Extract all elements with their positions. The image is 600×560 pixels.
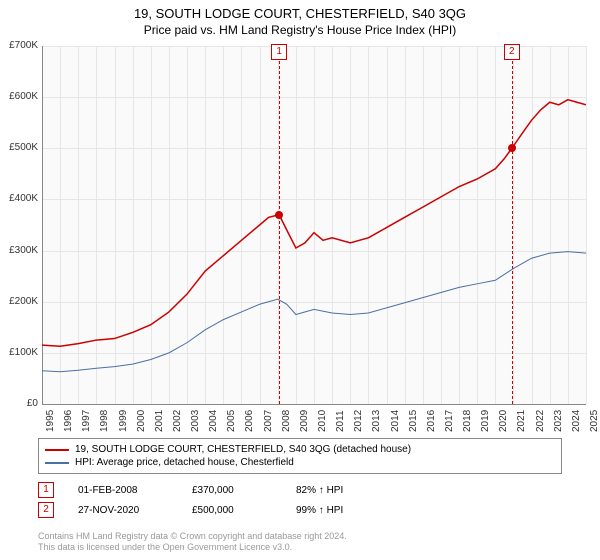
x-tick-label: 2021 (516, 410, 527, 432)
x-tick-label: 2022 (535, 410, 546, 432)
x-tick-label: 2020 (498, 410, 509, 432)
legend-swatch-hpi (45, 462, 69, 464)
series-svg (42, 46, 586, 404)
x-tick-label: 1996 (63, 410, 74, 432)
x-tick-label: 2017 (444, 410, 455, 432)
legend-label-property: 19, SOUTH LODGE COURT, CHESTERFIELD, S40… (75, 444, 411, 455)
sale-hpi-2: 99% ↑ HPI (296, 505, 376, 516)
sale-price-1: £370,000 (192, 485, 272, 496)
sale-price-2: £500,000 (192, 505, 272, 516)
sale-marker-2: 2 (38, 502, 54, 518)
x-tick-label: 2005 (226, 410, 237, 432)
x-tick-label: 1997 (81, 410, 92, 432)
sales-table: 1 01-FEB-2008 £370,000 82% ↑ HPI 2 27-NO… (38, 480, 376, 520)
sale-date-1: 01-FEB-2008 (78, 485, 168, 496)
chart-container: 19, SOUTH LODGE COURT, CHESTERFIELD, S40… (0, 0, 600, 560)
x-tick-label: 2014 (390, 410, 401, 432)
chart-title: 19, SOUTH LODGE COURT, CHESTERFIELD, S40… (0, 0, 600, 21)
y-tick-label: £700K (0, 40, 38, 51)
x-tick-label: 2009 (299, 410, 310, 432)
sale-marker-1: 1 (38, 482, 54, 498)
x-tick-label: 2008 (281, 410, 292, 432)
x-tick-label: 2010 (317, 410, 328, 432)
legend-box: 19, SOUTH LODGE COURT, CHESTERFIELD, S40… (38, 438, 562, 474)
sales-row-1: 1 01-FEB-2008 £370,000 82% ↑ HPI (38, 480, 376, 500)
y-tick-label: £100K (0, 347, 38, 358)
x-tick-label: 2016 (426, 410, 437, 432)
x-tick-label: 2018 (462, 410, 473, 432)
footer-attribution: Contains HM Land Registry data © Crown c… (38, 531, 347, 554)
x-tick-label: 1999 (118, 410, 129, 432)
plot-area: £0£100K£200K£300K£400K£500K£600K£700K199… (42, 46, 586, 404)
x-tick-label: 2007 (263, 410, 274, 432)
y-tick-label: £0 (0, 398, 38, 409)
x-tick-label: 2024 (571, 410, 582, 432)
x-tick-label: 2019 (480, 410, 491, 432)
y-tick-label: £200K (0, 296, 38, 307)
chart-subtitle: Price paid vs. HM Land Registry's House … (0, 21, 600, 41)
y-tick-label: £500K (0, 142, 38, 153)
series-hpi (42, 252, 586, 372)
y-tick-label: £300K (0, 245, 38, 256)
sale-hpi-1: 82% ↑ HPI (296, 485, 376, 496)
x-tick-label: 2002 (172, 410, 183, 432)
footer-line-2: This data is licensed under the Open Gov… (38, 542, 347, 554)
x-tick-label: 2023 (553, 410, 564, 432)
sale-date-2: 27-NOV-2020 (78, 505, 168, 516)
x-tick-label: 1995 (45, 410, 56, 432)
x-tick-label: 2013 (371, 410, 382, 432)
x-tick-label: 2025 (589, 410, 600, 432)
legend-label-hpi: HPI: Average price, detached house, Ches… (75, 457, 294, 468)
legend-item-property: 19, SOUTH LODGE COURT, CHESTERFIELD, S40… (45, 443, 555, 456)
x-tick-label: 2006 (244, 410, 255, 432)
x-tick-label: 1998 (99, 410, 110, 432)
y-tick-label: £600K (0, 91, 38, 102)
legend-item-hpi: HPI: Average price, detached house, Ches… (45, 456, 555, 469)
x-tick-label: 2001 (154, 410, 165, 432)
x-tick-label: 2003 (190, 410, 201, 432)
x-tick-label: 2000 (136, 410, 147, 432)
x-tick-label: 2012 (353, 410, 364, 432)
sales-row-2: 2 27-NOV-2020 £500,000 99% ↑ HPI (38, 500, 376, 520)
footer-line-1: Contains HM Land Registry data © Crown c… (38, 531, 347, 543)
legend-swatch-property (45, 449, 69, 451)
x-tick-label: 2015 (408, 410, 419, 432)
x-tick-label: 2004 (208, 410, 219, 432)
x-tick-label: 2011 (335, 410, 346, 432)
y-tick-label: £400K (0, 193, 38, 204)
